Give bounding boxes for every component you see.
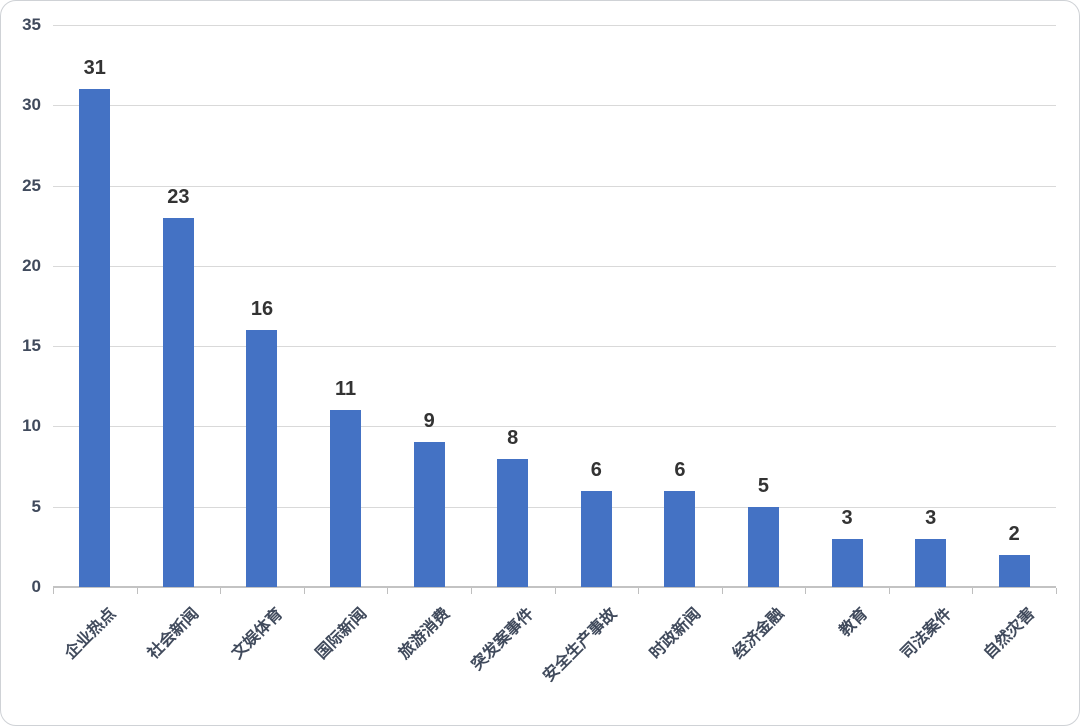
x-axis-category-label: 经济金融: [730, 605, 788, 663]
x-axis-category-label: 企业热点: [61, 605, 120, 663]
bar: [998, 554, 1030, 587]
y-axis-tick-label: 15: [22, 336, 41, 356]
x-axis-tick: [972, 588, 974, 594]
x-axis-tick: [303, 588, 305, 594]
y-axis-tick-label: 0: [31, 577, 41, 596]
bar-value-label: 11: [334, 378, 357, 401]
x-axis-tick: [554, 588, 556, 594]
gridline: [53, 25, 1056, 26]
gridline: [53, 105, 1056, 107]
bar: [831, 538, 863, 587]
y-axis-tick-label: 5: [31, 496, 41, 516]
x-axis-tick: [136, 588, 138, 594]
x-axis-tick: [721, 588, 723, 594]
x-axis-category-label: 时政新闻: [646, 605, 705, 663]
bar: [664, 490, 696, 587]
y-axis-tick-label: 20: [22, 255, 41, 275]
bar-value-label: 3: [841, 506, 853, 529]
bar-value-label: 23: [167, 185, 190, 208]
x-axis-tick: [638, 588, 640, 594]
x-axis-tick: [387, 588, 389, 594]
x-axis-category-label: 教育: [836, 605, 872, 640]
x-axis-category-label: 安全生产事故: [540, 605, 621, 686]
bar-value-label: 5: [757, 474, 770, 497]
x-axis-category-label: 自然灾害: [981, 605, 1039, 663]
bar: [162, 217, 194, 587]
bar-value-label: 16: [250, 298, 274, 321]
x-axis-tick: [53, 588, 54, 594]
bar: [580, 490, 612, 587]
bar-value-label: 2: [1008, 522, 1020, 545]
bar-value-label: 6: [590, 458, 602, 481]
x-axis-line: [53, 586, 1056, 588]
bar: [497, 458, 529, 587]
x-axis-category-label: 社会新闻: [145, 605, 203, 663]
x-axis-tick: [805, 588, 807, 594]
x-axis-tick: [1056, 588, 1057, 594]
y-axis-tick-label: 35: [22, 15, 41, 34]
gridline: [53, 426, 1056, 428]
bar: [915, 538, 947, 587]
x-axis-tick: [470, 588, 472, 594]
y-axis-tick-label: 10: [22, 416, 41, 436]
x-axis-category-label: 司法案件: [897, 605, 955, 663]
bar-value-label: 9: [423, 410, 435, 433]
x-axis-category-label: 国际新闻: [312, 605, 370, 663]
bar: [747, 506, 779, 587]
x-axis-category-label: 旅游消费: [396, 605, 454, 663]
gridline: [53, 346, 1056, 348]
x-axis-category-label: 文娱体育: [228, 605, 287, 663]
bar-value-label: 31: [83, 57, 106, 80]
y-axis-tick-label: 25: [22, 175, 41, 195]
bar-value-label: 8: [507, 426, 519, 449]
bar: [413, 442, 445, 587]
bar: [79, 89, 111, 587]
bar-value-label: 6: [674, 458, 686, 481]
gridline: [53, 185, 1056, 187]
gridline: [53, 265, 1056, 267]
y-axis-tick-label: 30: [22, 95, 41, 115]
bar: [246, 330, 278, 587]
x-axis-tick: [888, 588, 890, 594]
x-axis-category-label: 突发案事件: [468, 605, 537, 674]
bar-value-label: 3: [925, 506, 937, 529]
gridline: [53, 506, 1056, 508]
bar: [330, 410, 362, 587]
x-axis-tick: [220, 588, 222, 594]
